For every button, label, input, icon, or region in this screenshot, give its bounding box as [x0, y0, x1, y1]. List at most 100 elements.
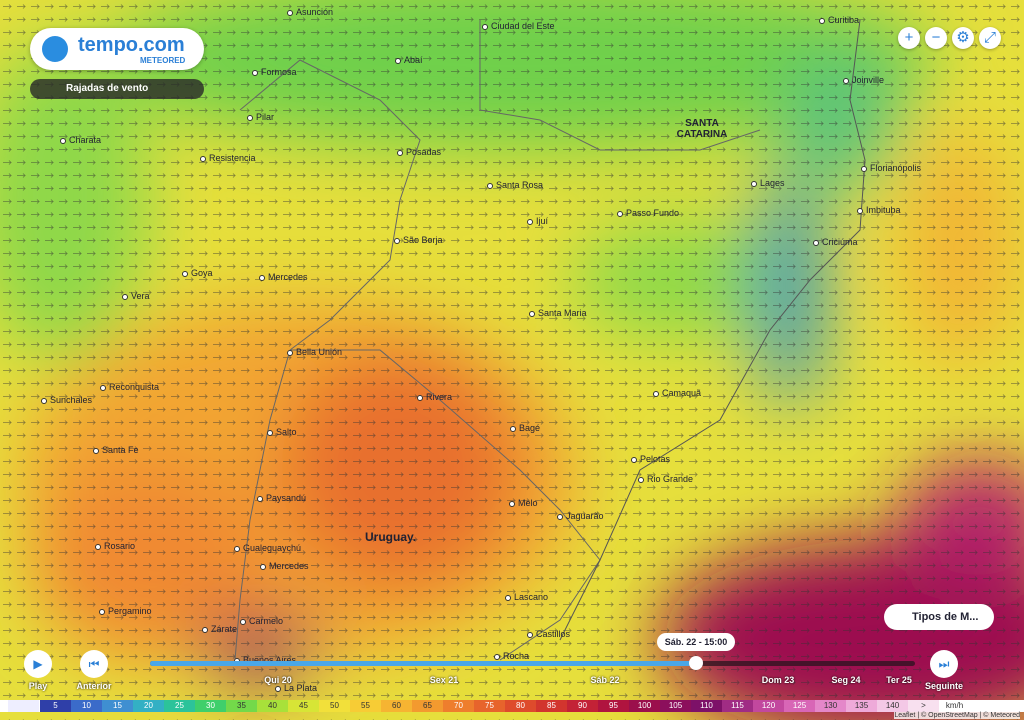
place-label: Paysandú — [257, 493, 306, 503]
legend-cell: 20 — [133, 700, 164, 712]
legend-icon — [8, 700, 39, 712]
legend-cell: 130 — [815, 700, 846, 712]
place-label: Imbituba — [857, 205, 901, 215]
play-label: Play — [28, 681, 48, 691]
brand-sub: METEORED — [140, 56, 186, 65]
place-label: Salto — [267, 427, 297, 437]
settings[interactable]: ⚙ — [952, 27, 974, 49]
brand: tempo.com — [78, 34, 185, 56]
place-label: Gualeguaychú — [234, 543, 301, 553]
legend-cell: 75 — [474, 700, 505, 712]
zoom-in[interactable]: + — [898, 27, 920, 49]
day-label[interactable]: Sáb 22 — [590, 675, 620, 685]
day-label[interactable]: Qui 20 — [264, 675, 292, 685]
place-label: Rosario — [95, 541, 135, 551]
legend-cell: 85 — [536, 700, 567, 712]
region: Uruguay. — [365, 530, 417, 544]
place-label: Camaquã — [653, 388, 701, 398]
place-label: Zárate — [202, 624, 237, 634]
next-label: Seguinte — [924, 681, 964, 691]
place-label: La Plata — [275, 683, 317, 693]
legend-cell: 120 — [753, 700, 784, 712]
place-label: Santa Fe — [93, 445, 139, 455]
play-button[interactable]: ▶ — [24, 650, 52, 678]
place-label: Lages — [751, 178, 785, 188]
legend-cell: 30 — [195, 700, 226, 712]
logo[interactable]: tempo.com METEORED — [30, 28, 204, 70]
place-label: Ciudad del Este — [482, 21, 555, 31]
place-label: Mercedes — [259, 272, 308, 282]
place-label: Asunción — [287, 7, 333, 17]
place-label: Pilar — [247, 112, 274, 122]
legend-cell: 45 — [288, 700, 319, 712]
place-label: Charata — [60, 135, 101, 145]
place-label: São Borja — [394, 235, 443, 245]
legend-cell: 125 — [784, 700, 815, 712]
legend-cell: 55 — [350, 700, 381, 712]
fullscreen[interactable]: ⤢ — [979, 27, 1001, 49]
timeline-handle[interactable] — [689, 656, 703, 670]
day-label[interactable]: Sex 21 — [429, 675, 459, 685]
legend-cell: 80 — [505, 700, 536, 712]
place-label: Joinville — [843, 75, 884, 85]
day-label[interactable]: Dom 23 — [761, 675, 795, 685]
place-label: Carmelo — [240, 616, 283, 626]
legend-cell: 115 — [722, 700, 753, 712]
legend: 5 10 15 20 25 30 35 40 45 50 55 60 65 70 75 80 85 90 95 100… — [0, 700, 1024, 712]
place-label: Lascano — [505, 592, 548, 602]
legend-cell: 25 — [164, 700, 195, 712]
current-time: Sáb. 22 - 15:00 — [657, 633, 735, 651]
legend-unit: km/h — [939, 700, 970, 712]
place-label: Rocha — [494, 651, 529, 661]
legend-cell: 70 — [443, 700, 474, 712]
place-label: Bagé — [510, 423, 540, 433]
place-label: Santa Maria — [529, 308, 587, 318]
place-label: Formosa — [252, 67, 297, 77]
place-label: Rio Grande — [638, 474, 693, 484]
legend-cell: 10 — [71, 700, 102, 712]
layer-label[interactable]: Rajadas de vento — [30, 79, 204, 99]
previous-button[interactable]: ⏮ — [80, 650, 108, 678]
place-label: Reconquista — [100, 382, 159, 392]
place-label: Bella Unión — [287, 347, 342, 357]
place-label: Mercedes — [260, 561, 309, 571]
place-label: Pergamino — [99, 606, 152, 616]
place-label: Sunchales — [41, 395, 92, 405]
place-label: Vera — [122, 291, 150, 301]
place-label: Buenos Aires — [234, 655, 296, 665]
place-label: Santa Rosa — [487, 180, 543, 190]
zoom-out[interactable]: − — [925, 27, 947, 49]
day-label[interactable]: Seg 24 — [831, 675, 861, 685]
legend-cell: 140 — [877, 700, 908, 712]
legend-cell: 60 — [381, 700, 412, 712]
legend-cell: 35 — [226, 700, 257, 712]
place-label: Florianópolis — [861, 163, 921, 173]
next-button[interactable]: ⏭ — [930, 650, 958, 678]
legend-cell: 40 — [257, 700, 288, 712]
place-label: Jaguarão — [557, 511, 604, 521]
attribution: Leaflet | © OpenStreetMap | © Meteored — [894, 712, 1020, 719]
layers-button[interactable]: Tipos de M... — [884, 604, 994, 630]
place-label: Castillos — [527, 629, 570, 639]
region: SANTA CATARINA — [676, 118, 728, 140]
place-label: Pelotas — [631, 454, 670, 464]
legend-cell: 5 — [40, 700, 71, 712]
legend-cell: 105 — [660, 700, 691, 712]
place-label: Passo Fundo — [617, 208, 679, 218]
legend-more: > — [908, 700, 939, 712]
place-label: Abaí — [395, 55, 423, 65]
day-label[interactable]: Ter 25 — [886, 675, 912, 685]
legend-cell: 110 — [691, 700, 722, 712]
legend-cell: 50 — [319, 700, 350, 712]
place-label: Curitiba — [819, 15, 859, 25]
place-label: Posadas — [397, 147, 441, 157]
legend-cell: 15 — [102, 700, 133, 712]
legend-cell: 135 — [846, 700, 877, 712]
place-label: Criciúma — [813, 237, 858, 247]
place-label: Ijuí — [527, 216, 548, 226]
legend-cell: 65 — [412, 700, 443, 712]
timeline-progress — [150, 661, 696, 666]
place-label: Resistencia — [200, 153, 256, 163]
